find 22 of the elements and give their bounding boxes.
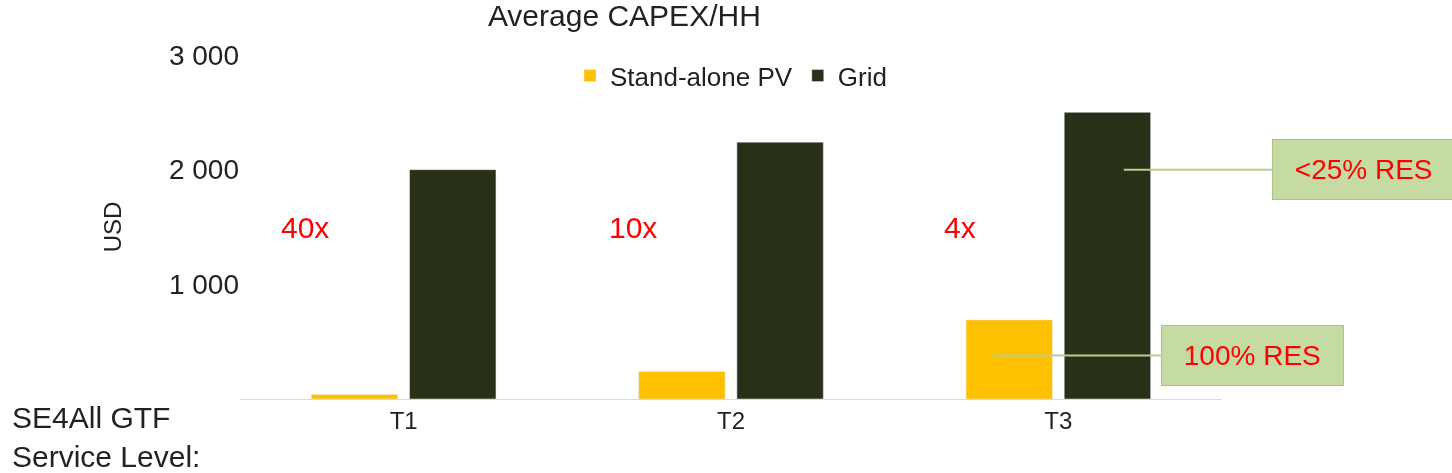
bar xyxy=(311,394,399,399)
y-tick-label: 1 000 xyxy=(168,269,239,301)
chart-title: Average CAPEX/HH xyxy=(487,0,761,32)
bar xyxy=(638,371,726,399)
x-tick-label: T1 xyxy=(389,406,418,434)
legend-label: Grid xyxy=(837,61,887,92)
annotation: 100% RES xyxy=(1176,340,1329,371)
x-tick-label: T3 xyxy=(1044,406,1073,434)
annotation: 40x xyxy=(281,211,330,244)
annotation: 10x xyxy=(609,211,658,244)
x-tick-label: T2 xyxy=(716,406,746,434)
y-tick-label: 2 000 xyxy=(168,154,239,186)
text: <25% RES xyxy=(1287,154,1441,185)
bar xyxy=(736,141,824,399)
annotation: 4x xyxy=(944,211,976,244)
bar xyxy=(409,169,497,399)
bar xyxy=(1063,112,1151,399)
y-tick-label: 3 000 xyxy=(168,39,239,71)
y-axis-title: USD xyxy=(99,201,127,253)
text: SE4All GTF Service Level: xyxy=(12,401,201,473)
bar xyxy=(965,319,1053,399)
legend-label: Stand-alone PV xyxy=(610,61,793,92)
